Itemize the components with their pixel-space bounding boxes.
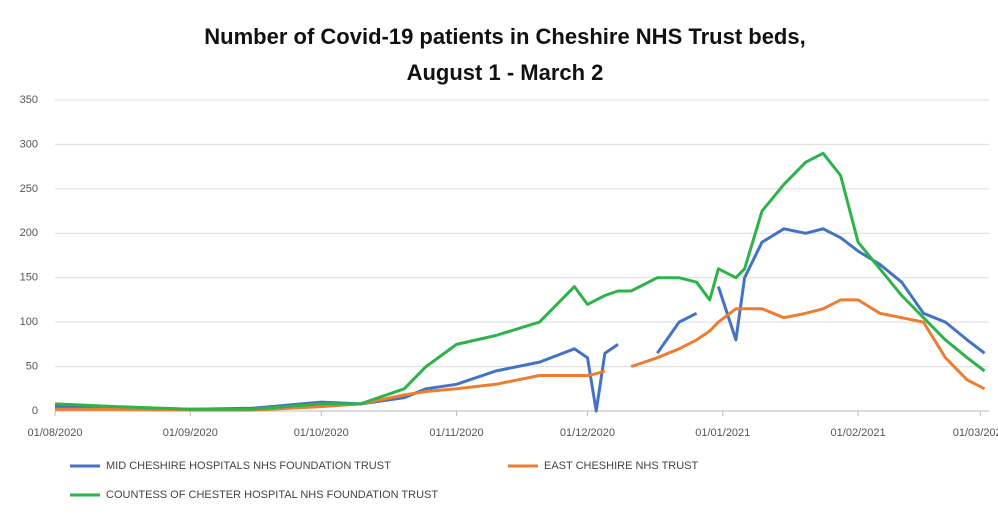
x-tick-label: 01/10/2020 xyxy=(294,427,349,439)
series-line xyxy=(54,151,986,411)
legend-label: MID CHESHIRE HOSPITALS NHS FOUNDATION TR… xyxy=(106,460,391,472)
chart-subtitle: August 1 - March 2 xyxy=(407,60,604,85)
y-tick-label: 150 xyxy=(20,272,38,284)
x-tick-label: 01/11/2020 xyxy=(429,427,483,439)
x-tick-label: 01/02/2021 xyxy=(831,427,886,439)
y-tick-label: 100 xyxy=(20,316,38,328)
legend-label: EAST CHESHIRE NHS TRUST xyxy=(544,460,699,472)
y-tick-label: 350 xyxy=(20,94,38,106)
y-tick-label: 300 xyxy=(20,138,38,150)
x-tick-label: 01/01/2021 xyxy=(695,427,750,439)
x-tick-label: 01/09/2020 xyxy=(163,427,218,439)
legend-label: COUNTESS OF CHESTER HOSPITAL NHS FOUNDAT… xyxy=(106,489,438,501)
x-tick-label: 01/08/2020 xyxy=(27,427,82,439)
y-tick-label: 50 xyxy=(26,360,38,372)
chart-title: Number of Covid-19 patients in Cheshire … xyxy=(204,24,805,49)
y-tick-label: 250 xyxy=(20,183,38,195)
y-tick-label: 200 xyxy=(20,227,38,239)
x-tick-label: 01/12/2020 xyxy=(560,427,615,439)
x-tick-label: 01/03/2021 xyxy=(953,427,998,439)
y-tick-label: 0 xyxy=(32,405,38,417)
